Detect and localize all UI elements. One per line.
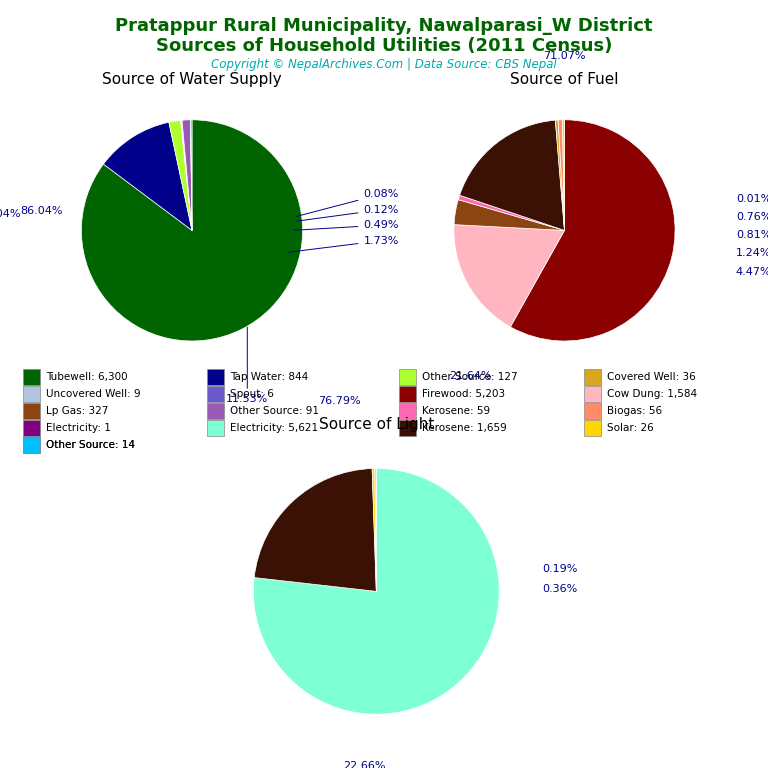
Text: Other Source: 127: Other Source: 127	[422, 372, 518, 382]
Wedge shape	[253, 468, 499, 714]
Wedge shape	[562, 120, 564, 230]
Text: Kerosene: 59: Kerosene: 59	[422, 406, 491, 416]
Title: Source of Light: Source of Light	[319, 418, 434, 432]
FancyBboxPatch shape	[399, 419, 416, 435]
Wedge shape	[375, 468, 376, 591]
Wedge shape	[454, 224, 564, 327]
FancyBboxPatch shape	[23, 403, 40, 419]
Text: Covered Well: 36: Covered Well: 36	[607, 372, 696, 382]
Text: 0.19%: 0.19%	[542, 564, 578, 574]
FancyBboxPatch shape	[207, 386, 224, 402]
Wedge shape	[555, 120, 564, 230]
FancyBboxPatch shape	[584, 369, 601, 386]
Text: Tubewell: 6,300: Tubewell: 6,300	[46, 372, 127, 382]
Text: Electricity: 1: Electricity: 1	[46, 422, 111, 432]
Wedge shape	[81, 120, 303, 341]
Text: Sources of Household Utilities (2011 Census): Sources of Household Utilities (2011 Cen…	[156, 37, 612, 55]
FancyBboxPatch shape	[207, 403, 224, 419]
Text: Uncovered Well: 9: Uncovered Well: 9	[46, 389, 141, 399]
Wedge shape	[372, 468, 376, 591]
Wedge shape	[254, 468, 376, 591]
Text: Lp Gas: 327: Lp Gas: 327	[46, 406, 108, 416]
Text: Solar: 26: Solar: 26	[607, 422, 654, 432]
Text: 0.81%: 0.81%	[736, 230, 768, 240]
FancyBboxPatch shape	[207, 369, 224, 386]
Text: Other Source: 14: Other Source: 14	[46, 440, 135, 450]
Wedge shape	[458, 195, 564, 230]
Text: Copyright © NepalArchives.Com | Data Source: CBS Nepal: Copyright © NepalArchives.Com | Data Sou…	[211, 58, 557, 71]
FancyBboxPatch shape	[23, 437, 40, 453]
Text: 1.24%: 1.24%	[736, 247, 768, 257]
Wedge shape	[181, 121, 192, 230]
FancyBboxPatch shape	[584, 419, 601, 435]
FancyBboxPatch shape	[399, 369, 416, 386]
Title: Source of Water Supply: Source of Water Supply	[102, 72, 282, 87]
Wedge shape	[169, 121, 192, 230]
Wedge shape	[459, 120, 564, 230]
Text: 1.73%: 1.73%	[289, 236, 399, 252]
Text: 76.79%: 76.79%	[318, 396, 361, 406]
Wedge shape	[190, 120, 192, 230]
FancyBboxPatch shape	[399, 403, 416, 419]
Text: 4.47%: 4.47%	[736, 267, 768, 277]
Text: Spout: 6: Spout: 6	[230, 389, 274, 399]
Text: 86.04%: 86.04%	[0, 209, 21, 219]
Text: 86.04%: 86.04%	[21, 206, 63, 216]
Wedge shape	[511, 120, 675, 341]
Text: Firewood: 5,203: Firewood: 5,203	[422, 389, 505, 399]
FancyBboxPatch shape	[23, 386, 40, 402]
Wedge shape	[182, 120, 192, 230]
Text: Kerosene: 1,659: Kerosene: 1,659	[422, 422, 507, 432]
Text: Pratappur Rural Municipality, Nawalparasi_W District: Pratappur Rural Municipality, Nawalparas…	[115, 17, 653, 35]
FancyBboxPatch shape	[23, 369, 40, 386]
FancyBboxPatch shape	[584, 403, 601, 419]
Wedge shape	[190, 120, 192, 230]
Text: 11.53%: 11.53%	[226, 327, 269, 404]
FancyBboxPatch shape	[23, 436, 40, 452]
Text: Biogas: 56: Biogas: 56	[607, 406, 662, 416]
Text: 0.36%: 0.36%	[542, 584, 578, 594]
Text: 0.76%: 0.76%	[736, 212, 768, 222]
FancyBboxPatch shape	[399, 386, 416, 402]
Title: Source of Fuel: Source of Fuel	[510, 72, 619, 87]
Text: 0.12%: 0.12%	[296, 205, 399, 221]
Text: Electricity: 5,621: Electricity: 5,621	[230, 422, 319, 432]
FancyBboxPatch shape	[207, 419, 224, 435]
FancyBboxPatch shape	[23, 419, 40, 435]
Text: Other Source: 14: Other Source: 14	[46, 439, 135, 449]
Wedge shape	[454, 200, 564, 230]
Text: 22.66%: 22.66%	[343, 761, 386, 768]
Wedge shape	[558, 120, 564, 230]
Text: 21.64%: 21.64%	[449, 372, 492, 382]
Text: 71.07%: 71.07%	[543, 51, 586, 61]
Text: 0.01%: 0.01%	[736, 194, 768, 204]
Wedge shape	[104, 122, 192, 230]
Text: Other Source: 91: Other Source: 91	[230, 406, 319, 416]
Text: Cow Dung: 1,584: Cow Dung: 1,584	[607, 389, 697, 399]
Wedge shape	[180, 121, 192, 230]
FancyBboxPatch shape	[584, 386, 601, 402]
Text: 0.08%: 0.08%	[296, 189, 399, 217]
Text: Tap Water: 844: Tap Water: 844	[230, 372, 309, 382]
Text: 0.49%: 0.49%	[294, 220, 399, 230]
